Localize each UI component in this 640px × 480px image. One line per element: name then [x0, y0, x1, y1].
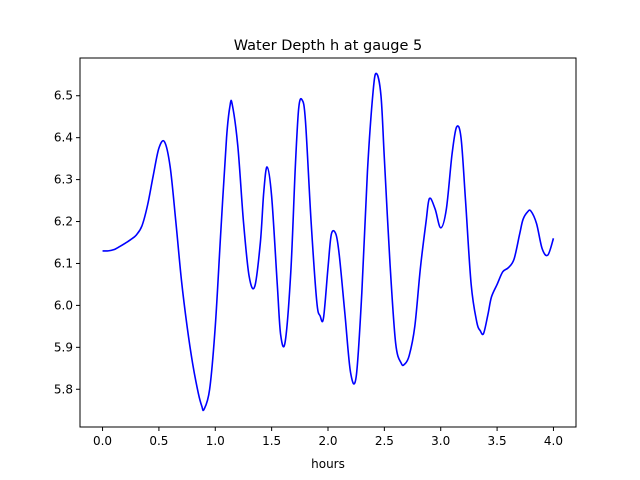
y-axis: 5.8 5.9 6.0 6.1 6.2 6.3 6.4 6.5	[54, 89, 80, 396]
y-tick-label: 6.1	[54, 256, 73, 270]
y-tick-label: 6.4	[54, 131, 73, 145]
x-tick-label: 4.0	[544, 434, 563, 448]
y-tick-label: 5.8	[54, 382, 73, 396]
x-tick-label: 3.5	[488, 434, 507, 448]
x-tick-label: 2.0	[318, 434, 337, 448]
plot-frame	[79, 57, 577, 428]
x-tick-label: 1.5	[262, 434, 281, 448]
x-tick-label: 3.0	[431, 434, 450, 448]
y-tick-label: 5.9	[54, 340, 73, 354]
y-tick-label: 6.3	[54, 173, 73, 187]
x-tick-label: 2.5	[375, 434, 394, 448]
y-tick-label: 6.0	[54, 298, 73, 312]
x-tick-label: 0.5	[149, 434, 168, 448]
x-axis-label: hours	[311, 457, 345, 471]
x-axis: 0.0 0.5 1.0 1.5 2.0 2.5 3.0 3.5 4.0	[93, 427, 563, 448]
y-tick-label: 6.5	[54, 89, 73, 103]
x-tick-label: 0.0	[93, 434, 112, 448]
chart-title: Water Depth h at gauge 5	[234, 38, 422, 54]
x-tick-label: 1.0	[206, 434, 225, 448]
water-depth-series-line	[102, 72, 555, 412]
plot-area	[102, 72, 555, 412]
y-tick-label: 6.2	[54, 215, 73, 229]
